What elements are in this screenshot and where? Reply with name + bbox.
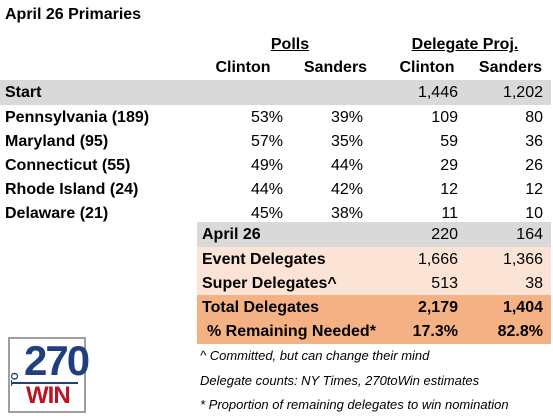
poll-clinton-header: Clinton bbox=[215, 59, 271, 76]
summary-total-row: Total Delegates 2,179 1,404 bbox=[197, 295, 551, 320]
summary-label: % Remaining Needed* bbox=[207, 323, 376, 340]
footnote-proportion: * Proportion of remaining delegates to w… bbox=[200, 397, 509, 412]
state-row: Maryland (95) 57% 35% 59 36 bbox=[0, 129, 551, 154]
poll-clinton: 49% bbox=[250, 157, 283, 174]
logo-win-text: WIN bbox=[26, 382, 71, 409]
del-clinton: 12 bbox=[440, 181, 458, 198]
del-sanders: 80 bbox=[525, 109, 543, 126]
poll-sanders: 38% bbox=[330, 205, 363, 222]
state-row: Connecticut (55) 49% 44% 29 26 bbox=[0, 153, 551, 178]
start-label: Start bbox=[5, 84, 42, 101]
del-clinton: 11 bbox=[441, 205, 458, 222]
summary-clinton: 220 bbox=[431, 226, 458, 243]
summary-sanders: 1,404 bbox=[502, 299, 543, 316]
summary-clinton: 17.3% bbox=[412, 323, 458, 340]
del-clinton: 59 bbox=[440, 133, 458, 150]
del-sanders: 10 bbox=[525, 205, 543, 222]
summary-label: Super Delegates^ bbox=[202, 275, 337, 292]
del-sanders: 12 bbox=[525, 181, 543, 198]
logo-to-text: TO bbox=[10, 372, 21, 386]
state-name: Rhode Island (24) bbox=[5, 181, 139, 198]
poll-sanders: 44% bbox=[330, 157, 363, 174]
start-sanders: 1,202 bbox=[502, 84, 543, 101]
footnote-sources: Delegate counts: NY Times, 270toWin esti… bbox=[200, 373, 480, 388]
summary-label: Event Delegates bbox=[202, 251, 326, 268]
state-row: Rhode Island (24) 44% 42% 12 12 bbox=[0, 177, 551, 202]
poll-sanders: 35% bbox=[330, 133, 363, 150]
state-row: Pennsylvania (189) 53% 39% 109 80 bbox=[0, 105, 551, 130]
del-sanders-header: Sanders bbox=[478, 59, 543, 76]
poll-sanders-header: Sanders bbox=[303, 59, 368, 76]
summary-remaining-row: % Remaining Needed* 17.3% 82.8% bbox=[197, 319, 551, 344]
poll-clinton: 44% bbox=[250, 181, 283, 198]
start-clinton: 1,446 bbox=[417, 84, 458, 101]
state-row: Delaware (21) 45% 38% 11 10 bbox=[0, 201, 551, 226]
poll-clinton: 45% bbox=[250, 205, 283, 222]
state-name: Connecticut (55) bbox=[5, 157, 131, 174]
summary-clinton: 2,179 bbox=[417, 299, 458, 316]
del-clinton: 29 bbox=[440, 157, 458, 174]
logo-270-text: 270 bbox=[24, 337, 90, 384]
delegate-proj-header: Delegate Proj. bbox=[411, 36, 519, 53]
state-name: Maryland (95) bbox=[5, 133, 109, 150]
summary-sanders: 82.8% bbox=[497, 323, 543, 340]
poll-clinton: 53% bbox=[250, 109, 283, 126]
summary-clinton: 1,666 bbox=[417, 251, 458, 268]
summary-sanders: 38 bbox=[525, 275, 543, 292]
summary-label: Total Delegates bbox=[202, 299, 320, 316]
del-clinton-header: Clinton bbox=[399, 59, 455, 76]
state-name: Pennsylvania (189) bbox=[5, 109, 150, 126]
poll-clinton: 57% bbox=[250, 133, 283, 150]
summary-sanders: 164 bbox=[516, 226, 543, 243]
summary-april-row: April 26 220 164 bbox=[197, 222, 551, 247]
summary-clinton: 513 bbox=[431, 275, 458, 292]
270towin-logo: 270 TO WIN bbox=[8, 337, 90, 413]
del-clinton: 109 bbox=[431, 109, 458, 126]
summary-event-row: Event Delegates 1,666 1,366 bbox=[197, 247, 551, 272]
del-sanders: 36 bbox=[525, 133, 543, 150]
state-name: Delaware (21) bbox=[5, 205, 109, 222]
summary-label: April 26 bbox=[202, 226, 261, 243]
polls-header: Polls bbox=[270, 36, 310, 53]
page-title: April 26 Primaries bbox=[5, 6, 142, 23]
summary-sanders: 1,366 bbox=[502, 251, 543, 268]
del-sanders: 26 bbox=[525, 157, 543, 174]
footnote-committed: ^ Committed, but can change their mind bbox=[200, 348, 430, 363]
start-row: Start 1,446 1,202 bbox=[0, 80, 551, 105]
poll-sanders: 39% bbox=[330, 109, 363, 126]
poll-sanders: 42% bbox=[330, 181, 363, 198]
summary-super-row: Super Delegates^ 513 38 bbox=[197, 271, 551, 296]
logo-divider bbox=[12, 382, 78, 384]
